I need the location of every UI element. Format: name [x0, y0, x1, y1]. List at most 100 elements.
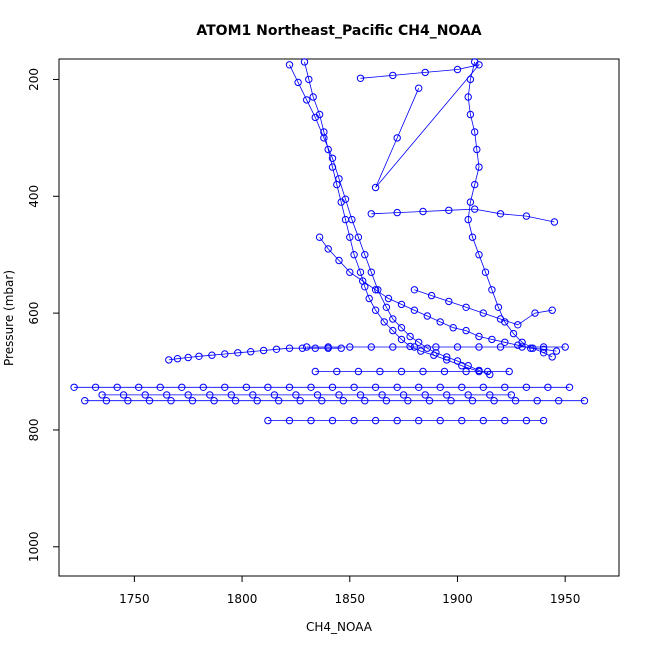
data-point [464, 391, 472, 399]
data-point [324, 145, 332, 154]
data-point [479, 416, 487, 425]
data-point [486, 391, 494, 399]
data-point [98, 391, 106, 399]
data-point [397, 367, 406, 376]
data-point [165, 356, 173, 364]
data-point [509, 329, 518, 338]
x-tick-label: 1750 [119, 592, 150, 606]
data-point [561, 343, 569, 351]
data-series-4 [165, 344, 345, 364]
data-point [313, 391, 322, 399]
data-point [432, 349, 440, 357]
data-point [188, 397, 197, 405]
data-point [544, 383, 552, 391]
data-point [141, 391, 149, 399]
data-point [496, 210, 505, 218]
data-point [113, 383, 121, 391]
data-point [376, 367, 384, 376]
data-point [397, 300, 406, 309]
data-point [285, 383, 294, 391]
data-point [348, 215, 356, 224]
data-point [247, 348, 255, 356]
data-point [264, 383, 272, 391]
data-point [296, 397, 304, 405]
data-series-3 [315, 233, 561, 355]
data-point [285, 416, 294, 425]
data-point [173, 355, 182, 363]
y-tick-label: 200 [27, 68, 41, 91]
data-point [539, 343, 548, 351]
data-point [294, 78, 302, 87]
data-point [389, 326, 397, 335]
series-line-13 [360, 64, 481, 188]
data-series-7 [70, 383, 574, 391]
data-point [335, 175, 343, 183]
data-point [311, 367, 319, 376]
data-point [328, 383, 337, 391]
data-point [511, 397, 520, 405]
data-point [494, 303, 503, 311]
data-point [458, 416, 466, 425]
data-point [119, 391, 128, 399]
data-point [167, 397, 175, 405]
data-point [135, 383, 143, 391]
data-point [501, 383, 509, 391]
data-series-6 [311, 367, 513, 376]
data-point [350, 416, 358, 425]
data-point [270, 391, 279, 399]
series-line-1 [289, 64, 490, 375]
data-point [303, 343, 311, 351]
data-point [346, 233, 354, 241]
data-point [285, 344, 294, 352]
data-point [565, 383, 574, 391]
data-point [475, 61, 483, 69]
data-point [447, 397, 455, 405]
data-point [404, 397, 412, 405]
data-point [275, 397, 283, 405]
data-point [341, 195, 350, 203]
chart-title: ATOM1 Northeast_Pacific CH4_NOAA [196, 23, 481, 39]
data-point [354, 367, 363, 376]
data-point [195, 352, 203, 360]
y-tick-label: 600 [27, 302, 41, 325]
data-point [539, 345, 548, 353]
data-point [415, 84, 423, 92]
data-series-11 [367, 205, 559, 226]
data-point [514, 321, 522, 329]
data-point [221, 383, 229, 391]
data-point [374, 286, 382, 294]
data-point [548, 353, 556, 361]
data-point [221, 350, 229, 358]
data-point [466, 110, 475, 119]
series-line-2 [467, 61, 553, 358]
data-point [475, 366, 483, 375]
data-point [242, 383, 251, 391]
data-point [382, 397, 391, 405]
data-point [124, 397, 132, 405]
data-point [533, 397, 541, 405]
series-line-3 [319, 236, 557, 352]
data-point [339, 397, 347, 405]
data-point [399, 391, 408, 399]
y-tick-label: 800 [27, 419, 41, 442]
data-point [443, 391, 451, 399]
series-line-12 [414, 289, 553, 326]
data-point [102, 397, 111, 405]
x-axis-label: CH4_NOAA [306, 620, 373, 634]
data-point [393, 134, 401, 142]
data-point [384, 294, 393, 303]
data-point [531, 309, 539, 317]
data-point [423, 344, 431, 352]
data-point [479, 383, 487, 391]
data-series-1 [285, 61, 494, 379]
data-point [462, 303, 470, 311]
data-point [496, 315, 505, 323]
data-point [303, 96, 311, 104]
data-point [298, 344, 307, 352]
data-point [488, 335, 496, 344]
data-point [475, 332, 483, 341]
x-tick-label: 1950 [550, 592, 581, 606]
data-point [393, 383, 401, 391]
data-point [453, 357, 462, 365]
